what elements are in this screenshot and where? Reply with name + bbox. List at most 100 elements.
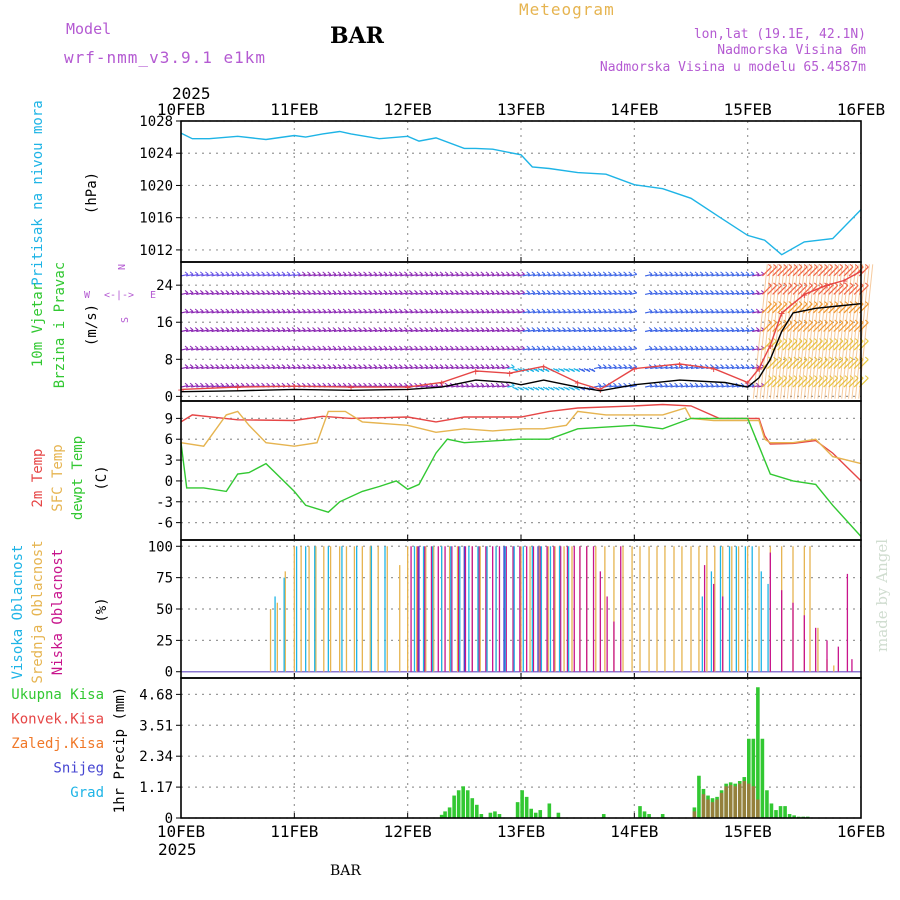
precip-bar-ukupnakisa [470,798,475,818]
wind-arrow [665,292,673,296]
wind-arrow-head [470,271,474,275]
wind-arrow [338,366,347,370]
wind-arrow-head [475,308,480,312]
precip-ylabel: 1hr Precip (mm) [112,687,128,813]
wind-arrow-head [199,271,204,275]
wind-arrow [619,310,627,314]
wind-arrow-head [286,345,291,349]
wind-arrow-head [301,308,306,312]
wind-arrow-head [653,271,658,275]
wind-arrow [578,292,586,296]
wind-arrow [456,347,464,351]
wind-arrow-head [342,290,347,294]
wind-arrow [344,347,352,351]
wind-arrow [277,347,286,351]
wind-arrow-head [720,290,724,294]
wind-arrow-head [480,345,485,349]
bottom-date-label: 10FEB [157,822,205,841]
wind-arrow-head [768,319,772,323]
wind-arrow-head [409,290,413,294]
wind-arrow [609,292,617,296]
wind-arrow-head [699,327,704,331]
wind-arrow [695,347,704,351]
wind-arrow-head [535,368,540,372]
wind-arrow-head [607,271,612,275]
wind-arrow [430,273,439,277]
wind-arrow-head [261,382,265,386]
precip-bar-konvekkisa [728,784,733,818]
wind-arrow-head [337,290,342,294]
wind-arrow-head [694,345,699,349]
wind-arrow-head [307,290,311,294]
wind-arrow [593,310,602,314]
wind-arrow-head [296,364,301,368]
precip-bar-konvekkisa [701,794,706,818]
wind-arrow-head [628,308,633,312]
wind-arrow [706,310,714,314]
wind-arrow [287,347,296,351]
wind-arrow [221,366,229,370]
wind-arrow [665,366,673,370]
wind-arrow [180,292,189,296]
wind-arrow [593,329,602,333]
wind-arrow [629,310,637,314]
wind-arrow-head [735,290,740,294]
wind-arrow [486,273,495,277]
wind-arrow [410,347,418,351]
wind-arrow-head [500,290,505,294]
wind-arrow [430,329,439,333]
wind-arrow [231,366,240,370]
wind-arrow [440,329,449,333]
wind-arrow-head [403,290,408,294]
wind-arrow-head [194,308,199,312]
wind-arrow [497,310,505,314]
wind-arrow [293,310,301,314]
wind-arrow-head [210,345,214,349]
wind-arrow [721,347,729,351]
wind-arrow-head [470,364,474,368]
wind-arrow [599,347,607,351]
wind-arrow [267,273,275,277]
wind-arrow [185,292,194,296]
wind-arrow-head [261,271,265,275]
wind-arrow [206,273,214,277]
wind-arrow-head [261,327,265,331]
wind-arrow [221,273,229,277]
wind-arrow-head [434,308,439,312]
top-date-label: 10FEB [157,100,205,119]
wind-arrow-head [465,271,469,275]
wind-arrow [517,347,525,351]
wind-arrow [512,329,520,333]
wind-arrow-head [307,364,311,368]
wind-arrow [491,385,500,388]
wind-arrow [323,347,331,351]
wind-arrow [252,329,260,333]
wind-arrow [201,310,209,314]
wind-arrow [833,377,844,388]
wind-arrow-head [307,382,311,386]
wind-arrow-head [597,271,602,275]
wind-arrow-head [332,290,337,294]
wind-arrow [665,310,673,314]
wind-arrow-head [725,382,729,386]
wind-arrow-head [664,308,668,312]
wind-arrow [344,273,352,277]
wind-arrow [435,292,444,296]
wind-arrow-head [296,271,301,275]
precip-ytick-label: 4.68 [139,687,173,703]
wind-arrow-head [398,290,403,294]
wind-arrow-head [465,308,469,312]
wind-ytick-label: 0 [165,389,173,405]
wind-arrow [236,347,245,351]
wind-arrow-head [434,271,439,275]
wind-arrow-head [444,308,449,312]
wind-arrow-head [184,327,189,331]
wind-arrow [624,273,632,277]
wind-arrow [354,292,362,296]
wind-arrow [787,266,798,277]
wind-arrow [221,385,229,388]
wind-arrow-head [808,319,813,323]
wind-arrow [609,347,617,351]
wind-arrow [216,385,224,388]
